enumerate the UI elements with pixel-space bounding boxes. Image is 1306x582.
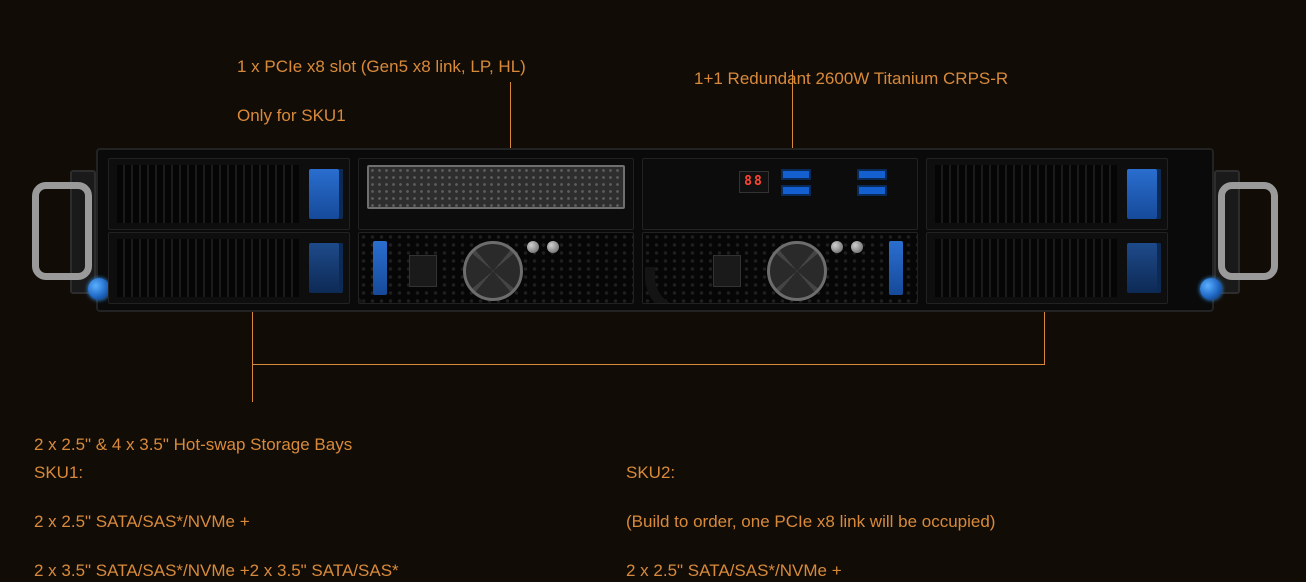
psu-module-2 — [655, 233, 905, 303]
psu-screw — [851, 241, 863, 253]
callout-psu-line1: 1+1 Redundant 2600W Titanium CRPS-R — [694, 69, 1008, 88]
psu-cable — [358, 267, 471, 304]
sku2-l2: (Build to order, one PCIe x8 link will b… — [626, 512, 995, 531]
sku1-block: SKU1: 2 x 2.5" SATA/SAS*/NVMe + 2 x 3.5"… — [34, 436, 399, 582]
sku2-l3: 2 x 2.5" SATA/SAS*/NVMe + — [626, 561, 842, 580]
bay-latch — [1127, 243, 1161, 293]
psu-bay-2 — [642, 232, 918, 304]
server-chassis: 88 — [96, 148, 1214, 312]
bay-latch — [1127, 169, 1161, 219]
bay-latch — [309, 169, 343, 219]
psu-screw — [831, 241, 843, 253]
psu-screw — [527, 241, 539, 253]
segment-display: 88 — [739, 171, 769, 193]
callout-pcie-line1: 1 x PCIe x8 slot (Gen5 x8 link, LP, HL) — [237, 57, 526, 76]
psu-module-1 — [371, 233, 621, 303]
rear-row-top: 88 — [108, 158, 1202, 228]
psu-bay-1 — [358, 232, 634, 304]
sku1-l2: 2 x 2.5" SATA/SAS*/NVMe + — [34, 512, 250, 531]
sku2-l1: SKU2: — [626, 463, 675, 482]
usb3-port-3 — [857, 169, 887, 180]
rear-row-bottom — [108, 232, 1202, 302]
sku2-block: SKU2: (Build to order, one PCIe x8 link … — [626, 436, 995, 582]
drive-bay-35-tl — [108, 158, 350, 230]
drive-bay-35-tr — [926, 158, 1168, 230]
handle-right — [1218, 182, 1278, 280]
psu-fan-icon — [463, 241, 523, 301]
psu-cable — [645, 267, 775, 304]
bay-vents — [117, 239, 299, 297]
bay-latch — [309, 243, 343, 293]
leader-storage-drop — [252, 364, 253, 402]
io-panel: 88 — [642, 158, 918, 230]
leader-storage-h — [252, 364, 1045, 365]
drive-bay-35-br — [926, 232, 1168, 304]
callout-pcie: 1 x PCIe x8 slot (Gen5 x8 link, LP, HL) … — [237, 30, 526, 129]
callout-psu: 1+1 Redundant 2600W Titanium CRPS-R — [694, 42, 1008, 91]
thumbscrew-right — [1200, 278, 1222, 300]
bay-vents — [935, 239, 1117, 297]
handle-left — [32, 182, 92, 280]
psu-fan-icon — [767, 241, 827, 301]
drive-bay-35-bl — [108, 232, 350, 304]
usb3-port-1 — [781, 169, 811, 180]
pcie-x8-slot — [367, 165, 625, 209]
psu-latch — [889, 241, 903, 295]
bay-vents — [117, 165, 299, 223]
callout-pcie-line2: Only for SKU1 — [237, 106, 346, 125]
bay-vents — [935, 165, 1117, 223]
usb3-port-2 — [781, 185, 811, 196]
sku1-l3: 2 x 3.5" SATA/SAS*/NVMe +2 x 3.5" SATA/S… — [34, 561, 399, 580]
pcie-slot-area — [358, 158, 634, 230]
sku1-l1: SKU1: — [34, 463, 83, 482]
psu-screw — [547, 241, 559, 253]
usb3-port-4 — [857, 185, 887, 196]
thumbscrew-left — [88, 278, 110, 300]
